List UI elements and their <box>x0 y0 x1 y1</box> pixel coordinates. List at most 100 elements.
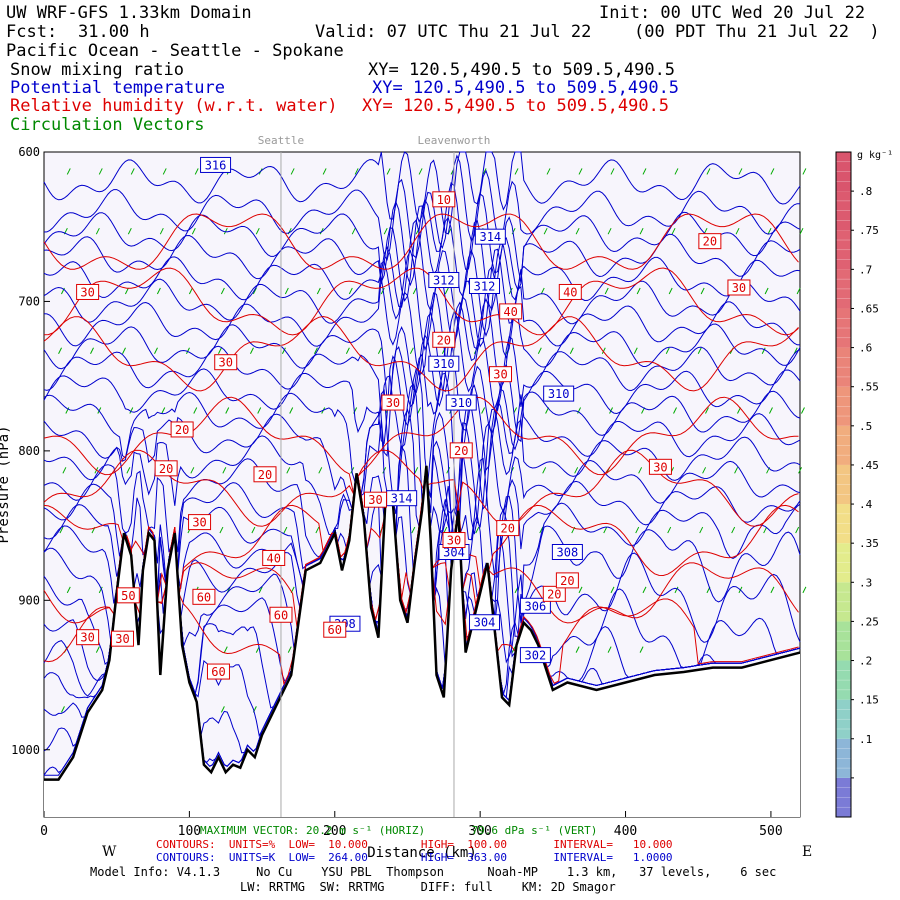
y-tick-label: 1000 <box>11 743 40 757</box>
circulation-vector <box>62 467 67 474</box>
circulation-vector <box>225 407 230 414</box>
circulation-vector <box>604 287 609 295</box>
contour-label-box <box>200 156 232 173</box>
init-time: Init: 00 UTC Wed 20 Jul 22 <box>599 3 866 23</box>
contour-label: 314 <box>391 492 413 506</box>
contour-label: 40 <box>563 285 577 299</box>
circulation-vector <box>607 227 612 235</box>
contour-label: 30 <box>493 368 507 382</box>
circulation-vector <box>700 287 705 295</box>
valid-time: Valid: 07 UTC Thu 21 Jul 22 <box>315 22 592 42</box>
rh-contour-line <box>43 449 799 527</box>
y-axis-label: Pressure (hPa) <box>0 425 12 543</box>
contour-label: 40 <box>266 551 280 565</box>
circulation-vector <box>257 407 262 414</box>
contour-label: 310 <box>548 387 570 401</box>
colorbar-tick-label: .3 <box>859 576 872 589</box>
circulation-vector <box>98 586 103 594</box>
circulation-vector <box>66 586 71 594</box>
contour-label-box <box>323 621 347 638</box>
contour-label: 30 <box>653 460 667 474</box>
circulation-vector <box>322 168 327 175</box>
contour-label-box <box>253 466 277 483</box>
valid-local-time: (00 PDT Thu 21 Jul 22 ) <box>634 22 880 42</box>
forecast-hour: 31.00 h <box>78 22 150 42</box>
circulation-vector <box>543 227 548 235</box>
contour-label-box <box>76 629 100 646</box>
contour-label: 308 <box>557 545 579 559</box>
contour-label-box <box>428 355 460 372</box>
circulation-vector <box>665 347 670 354</box>
isentrope-line <box>43 333 801 445</box>
circulation-vector <box>283 526 288 534</box>
contour-label: 50 <box>121 589 135 603</box>
circulation-vector <box>575 227 580 235</box>
contour-label-box <box>432 331 456 348</box>
circulation-vector <box>122 347 126 354</box>
location-label: Leavenworth <box>418 134 491 147</box>
circulation-vector <box>674 586 679 594</box>
isentrope-line <box>43 219 801 338</box>
circulation-vector <box>418 168 423 175</box>
x-tick-label: 400 <box>614 824 637 839</box>
direction-east: E <box>802 844 812 860</box>
contour-label: 60 <box>274 608 288 622</box>
circulation-vector <box>697 347 702 354</box>
circulation-vector <box>539 526 544 534</box>
contour-label-box <box>698 233 722 250</box>
contour-label: 30 <box>447 534 461 548</box>
circulation-vector <box>639 227 644 235</box>
contour-label: 302 <box>525 649 547 663</box>
contour-label-box <box>214 354 238 371</box>
variable-snow-mixing-ratio: Snow mixing ratio <box>10 60 184 80</box>
circulation-vector <box>575 646 580 653</box>
circulation-vector <box>511 227 516 235</box>
circulation-vector <box>156 287 161 295</box>
rh-contour-info: CONTOURS: UNITS=% LOW= 10.000 HIGH= 100.… <box>156 838 673 851</box>
contour-label-box <box>496 520 520 537</box>
contour-label-box <box>542 585 566 602</box>
contour-label: 60 <box>197 590 211 604</box>
contour-label-box <box>428 272 460 289</box>
colorbar-tick-label: .55 <box>859 381 879 394</box>
circulation-vector <box>802 168 807 175</box>
circulation-vector <box>601 347 606 354</box>
max-vector-info: MAXIMUM VECTOR: 20.2 m s⁻¹ (HORIZ) 79.6 … <box>200 824 598 837</box>
circulation-vector <box>258 586 263 594</box>
circulation-vector <box>642 586 647 594</box>
rh-contour-line <box>43 315 799 392</box>
circulation-vector <box>98 168 103 175</box>
circulation-vector <box>635 526 640 534</box>
contour-label: 312 <box>474 279 496 293</box>
contour-label-box <box>111 630 135 647</box>
circulation-vector <box>315 526 320 534</box>
circulation-vector <box>770 168 775 175</box>
contour-label-box <box>558 283 582 300</box>
colorbar-tick-label: .15 <box>859 694 879 707</box>
colorbar-tick-label: .7 <box>859 263 872 276</box>
circulation-vector <box>639 646 644 653</box>
physics-info: LW: RRTMG SW: RRTMG DIFF: full KM: 2D Sm… <box>240 880 616 894</box>
circulation-vector <box>90 347 94 354</box>
contour-label-box <box>499 303 523 320</box>
circulation-vector <box>188 287 193 295</box>
circulation-vector <box>186 347 190 354</box>
circulation-vector <box>284 287 289 295</box>
circulation-vector <box>610 586 615 594</box>
contour-label-box <box>727 279 751 296</box>
circulation-vector <box>194 168 199 175</box>
circulation-vector <box>220 706 225 713</box>
contour-label-box <box>116 587 140 604</box>
colorbar-tick-label: .8 <box>859 185 872 198</box>
circulation-vector <box>130 168 135 175</box>
model-info: Model Info: V4.1.3 No Cu YSU PBL Thompso… <box>90 865 777 879</box>
contour-label-box <box>469 277 501 294</box>
contour-label: 20 <box>437 333 451 347</box>
variable-relative-humidity: Relative humidity (w.r.t. water) <box>10 96 338 116</box>
contour-label: 304 <box>474 616 496 630</box>
contour-label-box <box>192 588 216 605</box>
y-tick-label: 700 <box>18 294 40 308</box>
contour-label-box <box>519 647 551 664</box>
circulation-vector <box>345 347 350 354</box>
